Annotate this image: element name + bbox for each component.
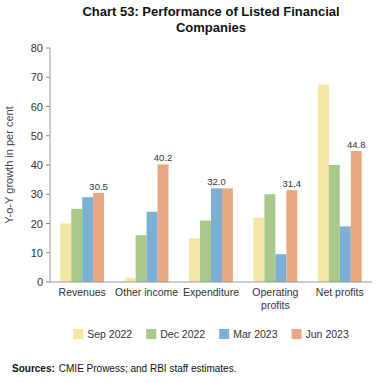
legend-swatch — [73, 329, 83, 339]
bar — [254, 218, 265, 282]
y-tick — [46, 135, 50, 136]
bar — [286, 190, 297, 282]
x-tick-label: Other income — [115, 286, 178, 298]
bar — [264, 194, 275, 282]
legend-label: Jun 2023 — [306, 328, 349, 340]
y-tick-label: 20 — [31, 218, 43, 230]
bar — [318, 85, 329, 282]
legend-label: Sep 2022 — [87, 328, 132, 340]
legend-label: Mar 2023 — [233, 328, 278, 340]
annotation: 44.8 — [347, 139, 366, 150]
legend: Sep 2022 Dec 2022 Mar 2023 Jun 2023 — [73, 328, 349, 340]
bar — [93, 193, 104, 282]
legend-item: Mar 2023 — [219, 328, 278, 340]
y-tick-label: 30 — [31, 188, 43, 200]
y-tick — [46, 223, 50, 224]
y-tick — [46, 165, 50, 166]
legend-swatch — [146, 329, 156, 339]
bar — [125, 278, 136, 282]
y-tick-label: 40 — [31, 159, 43, 171]
y-axis-label: Y-o-Y growth in per cent — [3, 106, 15, 223]
y-tick — [46, 282, 50, 283]
bar — [200, 221, 211, 282]
y-tick-label: 70 — [31, 71, 43, 83]
bar — [340, 226, 351, 282]
annotation: 30.5 — [89, 181, 108, 192]
legend-swatch — [219, 329, 229, 339]
bar — [82, 197, 93, 282]
y-tick-label: 10 — [31, 247, 43, 259]
y-tick — [46, 106, 50, 107]
y-tick-label: 50 — [31, 130, 43, 142]
annotation: 31.4 — [283, 178, 302, 189]
bar — [351, 151, 362, 282]
bar — [189, 238, 200, 282]
chart: Chart 53: Performance of Listed Financia… — [0, 0, 383, 383]
y-tick-label: 60 — [31, 101, 43, 113]
annotation: 32.0 — [207, 176, 226, 187]
x-tick-label: Expenditure — [183, 286, 239, 298]
y-axis — [50, 48, 51, 282]
legend-item: Sep 2022 — [73, 328, 132, 340]
bar — [60, 224, 71, 283]
bars — [60, 85, 361, 282]
bar — [71, 209, 82, 282]
bar — [211, 188, 222, 282]
y-tick-label: 0 — [37, 276, 43, 288]
x-tick-label: Net profits — [316, 286, 364, 298]
bar — [136, 235, 147, 282]
source-part: CMIE Prowess; and RBI staff estimates. — [59, 363, 237, 374]
bar — [222, 188, 233, 282]
y-tick — [46, 252, 50, 253]
bar — [329, 165, 340, 282]
source: Sources: CMIE Prowess; and RBI staff esti… — [12, 363, 236, 374]
legend-item: Dec 2022 — [146, 328, 205, 340]
y-tick — [46, 48, 50, 49]
x-tick-label: Revenues — [59, 286, 106, 298]
legend-swatch — [292, 329, 302, 339]
bar — [158, 164, 169, 282]
title: Chart 53: Performance of Listed Financia… — [82, 4, 339, 35]
y-tick-label: 80 — [31, 42, 43, 54]
y-tick — [46, 194, 50, 195]
annotation: 40.2 — [154, 152, 173, 163]
x-tick-label: Operatingprofits — [252, 286, 298, 311]
bar — [275, 254, 286, 282]
source-part: Sources: — [12, 363, 55, 374]
y-tick — [46, 77, 50, 78]
legend-label: Dec 2022 — [160, 328, 205, 340]
legend-item: Jun 2023 — [292, 328, 349, 340]
bar — [147, 212, 158, 282]
x-axis — [50, 282, 372, 283]
